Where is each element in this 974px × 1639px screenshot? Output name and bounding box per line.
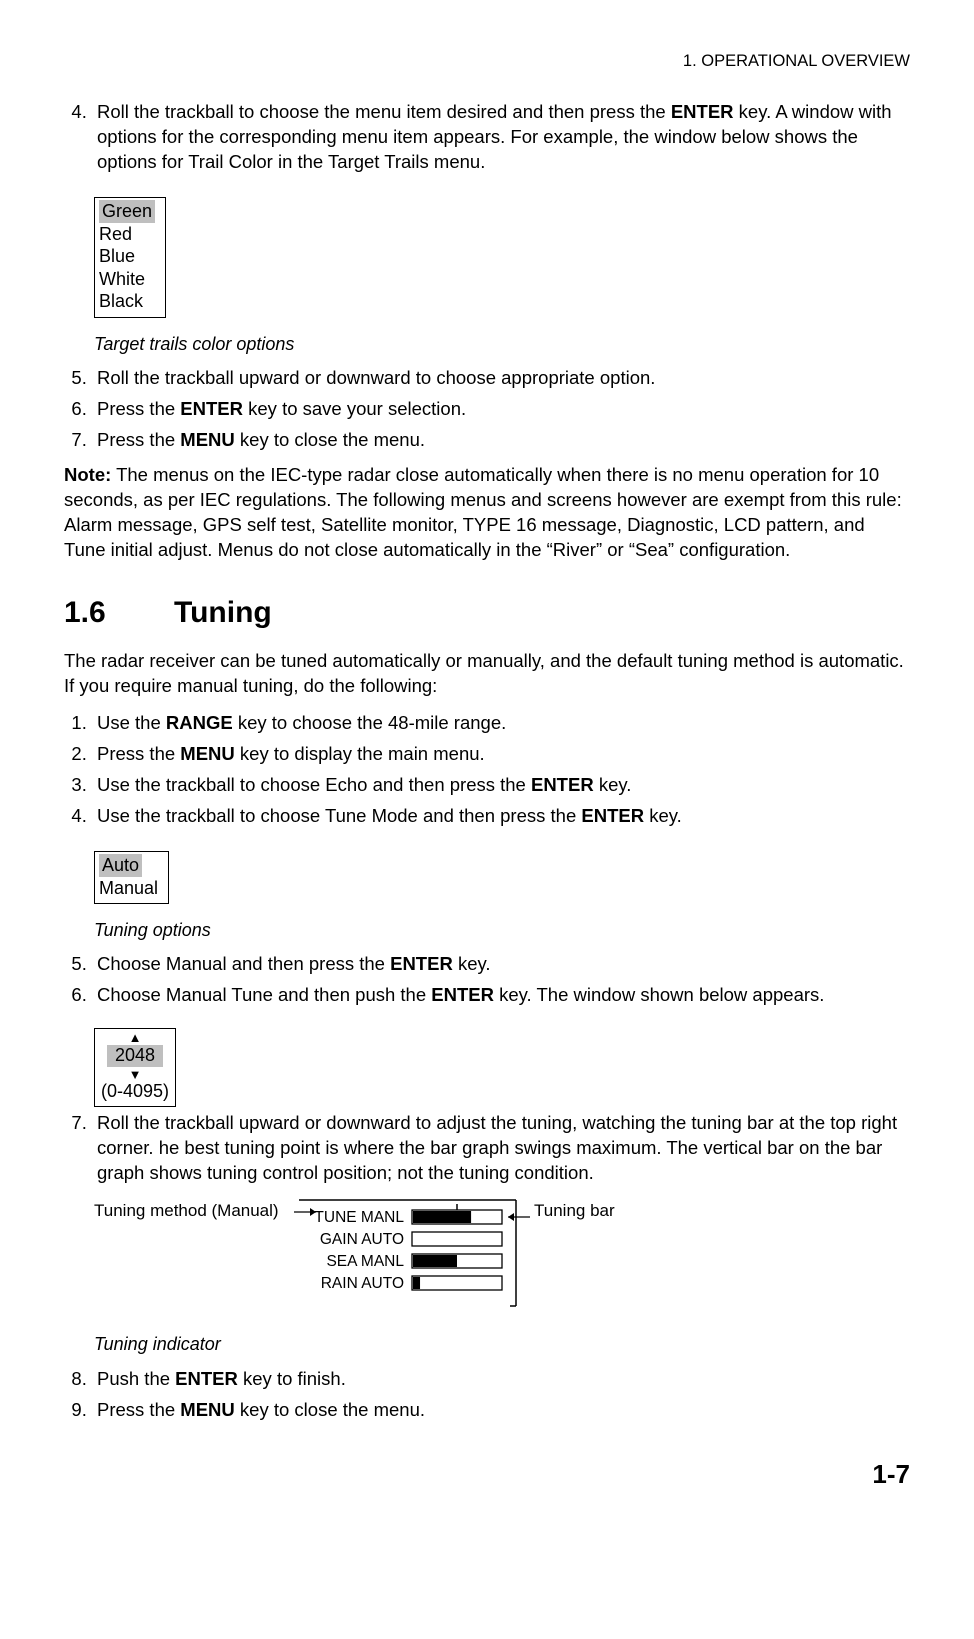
t2-key: MENU [180, 743, 234, 764]
t6-key: ENTER [431, 984, 494, 1005]
t9-key: MENU [180, 1399, 234, 1420]
t5-a: Choose Manual and then press the [97, 953, 390, 974]
t8-a: Push the [97, 1368, 175, 1389]
tuning-selected: Auto [99, 854, 142, 877]
t8-b: key to finish. [238, 1368, 346, 1389]
tune-range: (0-4095) [101, 1081, 169, 1103]
note-label: Note: [64, 464, 111, 485]
tune-value: 2048 [107, 1045, 163, 1067]
tstep-9: Press the MENU key to close the menu. [92, 1398, 910, 1423]
tstep-5: Choose Manual and then press the ENTER k… [92, 952, 910, 977]
step-5: Roll the trackball upward or downward to… [92, 366, 910, 391]
option-selected: Green [99, 200, 155, 223]
svg-text:RAIN AUTO: RAIN AUTO [321, 1275, 404, 1292]
t9-b: key to close the menu. [235, 1399, 425, 1420]
t4-key: ENTER [581, 805, 644, 826]
note-text: The menus on the IEC-type radar close au… [64, 464, 902, 560]
t9-a: Press the [97, 1399, 180, 1420]
step6-b: key to save your selection. [243, 398, 466, 419]
step6-a: Press the [97, 398, 180, 419]
t2-a: Press the [97, 743, 180, 764]
t1-a: Use the [97, 712, 166, 733]
page-number: 1-7 [64, 1457, 910, 1492]
tuning-indicator-figure: Tuning method (Manual) Tuning bar TUNE MAN… [94, 1196, 910, 1326]
note-block: Note: The menus on the IEC-type radar cl… [64, 463, 910, 563]
section-num: 1.6 [64, 593, 174, 634]
section-title: Tuning [174, 596, 272, 629]
svg-text:Tuning bar: Tuning bar [534, 1201, 615, 1220]
tstep-8: Push the ENTER key to finish. [92, 1367, 910, 1392]
t8-key: ENTER [175, 1368, 238, 1389]
down-arrow-icon: ▼ [101, 1068, 169, 1081]
tstep-3: Use the trackball to choose Echo and the… [92, 773, 910, 798]
step7-a: Press the [97, 429, 180, 450]
tstep-7: Roll the trackball upward or downward to… [92, 1111, 910, 1186]
t5-key: ENTER [390, 953, 453, 974]
tuning-other: Manual [99, 878, 158, 898]
svg-text:TUNE MANL: TUNE MANL [314, 1209, 404, 1226]
step4-key: ENTER [671, 101, 734, 122]
t5-b: key. [453, 953, 491, 974]
tstep-6: Choose Manual Tune and then push the ENT… [92, 983, 910, 1008]
tuning-options-caption: Tuning options [94, 918, 910, 942]
color-options-box: Green Red Blue White Black [94, 197, 166, 318]
t2-b: key to display the main menu. [235, 743, 485, 764]
tune-window: ▲ 2048 ▼ (0-4095) [94, 1028, 176, 1107]
option-item: Blue [99, 246, 135, 266]
tstep-1: Use the RANGE key to choose the 48-mile … [92, 711, 910, 736]
t1-key: RANGE [166, 712, 233, 733]
t4-a: Use the trackball to choose Tune Mode an… [97, 805, 581, 826]
t1-b: key to choose the 48-mile range. [233, 712, 507, 733]
step-6: Press the ENTER key to save your selecti… [92, 397, 910, 422]
step7-key: MENU [180, 429, 234, 450]
step7-b: key to close the menu. [235, 429, 425, 450]
t3-a: Use the trackball to choose Echo and the… [97, 774, 531, 795]
step-7: Press the MENU key to close the menu. [92, 428, 910, 453]
tuning-options-box: Auto Manual [94, 851, 169, 904]
option-item: White [99, 269, 145, 289]
chapter-header: 1. OPERATIONAL OVERVIEW [64, 50, 910, 72]
step6-key: ENTER [180, 398, 243, 419]
t3-key: ENTER [531, 774, 594, 795]
option-item: Black [99, 291, 143, 311]
t6-a: Choose Manual Tune and then push the [97, 984, 431, 1005]
tuning-indicator-caption: Tuning indicator [94, 1332, 910, 1356]
step4-text-a: Roll the trackball to choose the menu it… [97, 101, 671, 122]
t6-b: key. The window shown below appears. [494, 984, 824, 1005]
up-arrow-icon: ▲ [101, 1031, 169, 1044]
option-item: Red [99, 224, 132, 244]
section-heading: 1.6Tuning [64, 593, 910, 634]
svg-text:Tuning method (Manual): Tuning method (Manual) [94, 1201, 279, 1220]
svg-text:SEA MANL: SEA MANL [326, 1253, 404, 1270]
svg-text:GAIN AUTO: GAIN AUTO [320, 1231, 404, 1248]
tstep-4: Use the trackball to choose Tune Mode an… [92, 804, 910, 829]
tstep-2: Press the MENU key to display the main m… [92, 742, 910, 767]
section-intro: The radar receiver can be tuned automati… [64, 649, 910, 699]
color-options-caption: Target trails color options [94, 332, 910, 356]
step-4: Roll the trackball to choose the menu it… [92, 100, 910, 175]
t4-b: key. [644, 805, 682, 826]
t3-b: key. [594, 774, 632, 795]
